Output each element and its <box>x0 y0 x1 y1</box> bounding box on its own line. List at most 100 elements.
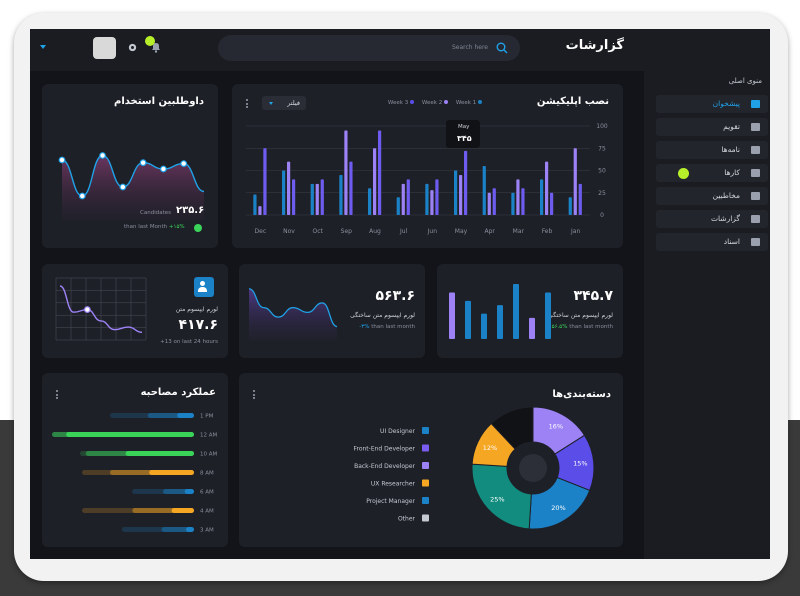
bar-week2-jun <box>430 190 434 215</box>
sidebar: منوی اصلی پیشخوان تقویم نامه‌ها کارها مخ… <box>644 71 770 559</box>
arrow-up-icon <box>194 224 202 232</box>
bar-week2-oct <box>315 183 319 215</box>
bar-week1-jun <box>425 183 429 215</box>
calendar-icon <box>751 123 760 131</box>
y-tick-label: 50 <box>598 168 606 175</box>
bar-week1-mar <box>511 192 515 215</box>
x-tick-label: Sep <box>341 228 353 235</box>
candidates-change: than last Month +۱۵% <box>124 224 185 230</box>
x-tick-label: Jun <box>427 228 438 235</box>
legend-swatch <box>422 497 429 504</box>
stat-bar <box>529 317 535 339</box>
wave-line <box>248 288 338 328</box>
slice-label: 15% <box>573 460 587 468</box>
sidebar-item-label: کارها <box>724 168 740 177</box>
bar-week2-apr <box>487 192 491 215</box>
candidates-title: داوطلبین استخدام <box>113 96 204 107</box>
bar-week1-jan <box>568 197 572 215</box>
candidates-point <box>160 165 167 173</box>
donut-slice <box>490 406 534 450</box>
interview-bar <box>186 527 194 532</box>
sidebar-item-label: مخاطبین <box>712 191 740 200</box>
interview-label: 3 AM <box>200 528 214 534</box>
y-tick-label: 100 <box>596 123 608 130</box>
interview-track <box>110 413 194 418</box>
sidebar-item-contacts[interactable]: مخاطبین <box>656 187 768 205</box>
sidebar-item-label: اسناد <box>723 237 740 246</box>
stat-change: +13 on last 24 hours <box>160 339 218 345</box>
bar-week3-mar <box>521 188 525 215</box>
interview-label: 4 AM <box>200 509 214 515</box>
interview-track <box>132 489 194 494</box>
interview-bar <box>125 451 194 456</box>
slice-label: 12% <box>483 444 497 452</box>
legend-swatch <box>422 462 429 469</box>
more-icon[interactable] <box>56 390 59 399</box>
more-icon[interactable] <box>246 99 249 108</box>
sidebar-item-reports[interactable]: گزارشات <box>656 210 768 228</box>
interview-track <box>82 508 194 513</box>
chevron-down-icon[interactable] <box>40 45 46 49</box>
change-percent: +۱۵% <box>168 224 185 230</box>
interview-bar <box>171 508 194 513</box>
stat-bar <box>449 292 455 339</box>
gear-icon[interactable] <box>127 42 138 53</box>
legend-label: Project Manager <box>366 498 415 505</box>
search-box[interactable]: Search here <box>218 35 520 61</box>
categories-chart: 16% 15% 20% 25% 12% UI Designer Front-End Deve… <box>353 406 595 530</box>
bar-week1-nov <box>282 170 286 215</box>
top-bar: گزارشات Search here <box>30 29 770 71</box>
donut-center <box>519 454 547 482</box>
bar-week3-may <box>464 150 468 215</box>
bar-week1-feb <box>540 179 544 215</box>
stat-bar <box>481 313 487 339</box>
bar-week2-aug <box>373 148 377 215</box>
stat-description: لورم ایپسوم متن ساختگی <box>350 312 415 319</box>
stat-bar <box>545 292 551 339</box>
bar-week3-jun <box>435 179 439 215</box>
stat-grid-chart <box>55 277 147 341</box>
page-title: گزارشات <box>565 38 624 53</box>
app-install-chart: 0 25 50 75 100 Jan Feb Mar Apr May Jun Jul Aug Sep Oct… <box>246 123 608 235</box>
filter-dropdown[interactable]: فیلتر <box>262 96 306 110</box>
bar-week3-nov <box>292 179 296 215</box>
bar-week2-may <box>459 174 463 215</box>
y-tick-label: 25 <box>598 190 606 197</box>
interview-bar <box>66 432 194 437</box>
change-percent: +۵۶.۵% <box>547 324 568 330</box>
change-percent: +13 <box>160 339 172 345</box>
interview-bar <box>177 413 194 418</box>
sidebar-item-dashboard[interactable]: پیشخوان <box>656 95 768 113</box>
sidebar-item-mail[interactable]: نامه‌ها <box>656 141 768 159</box>
contacts-icon <box>751 192 760 200</box>
bar-week1-may <box>454 170 458 215</box>
sidebar-item-calendar[interactable]: تقویم <box>656 118 768 136</box>
stat-value: ۳۴۵.۷ <box>573 288 614 304</box>
app-install-card: نصب اپلیکیشن فیلتر Week 1 Week 2 Week 3 … <box>232 84 623 248</box>
app-install-title: نصب اپلیکیشن <box>536 96 609 107</box>
interview-label: 1 PM <box>200 414 214 420</box>
bar-week1-apr <box>482 166 486 215</box>
sidebar-item-label: پیشخوان <box>712 99 740 108</box>
sidebar-item-tasks[interactable]: کارها <box>656 164 768 182</box>
bell-icon[interactable] <box>150 41 162 53</box>
dashboard-icon <box>751 100 760 108</box>
stat-value: ۴۱۷.۶ <box>178 317 219 333</box>
bar-week1-aug <box>368 188 372 215</box>
candidates-chart <box>58 152 205 220</box>
x-tick-label: Dec <box>255 228 267 235</box>
bar-week3-jul <box>406 179 410 215</box>
search-input[interactable]: Search here <box>451 44 488 51</box>
bar-week3-oct <box>320 179 324 215</box>
bar-week2-mar <box>516 179 520 215</box>
interview-title: عملکرد مصاحبه <box>140 387 216 398</box>
search-icon[interactable] <box>496 42 508 54</box>
x-tick-label: Apr <box>484 228 495 235</box>
interview-bar <box>184 489 194 494</box>
interview-track <box>122 527 194 532</box>
candidates-value: ۲۳۵.۶ <box>176 205 205 216</box>
avatar[interactable] <box>93 37 116 59</box>
sidebar-item-documents[interactable]: اسناد <box>656 233 768 251</box>
more-icon[interactable] <box>253 390 256 399</box>
